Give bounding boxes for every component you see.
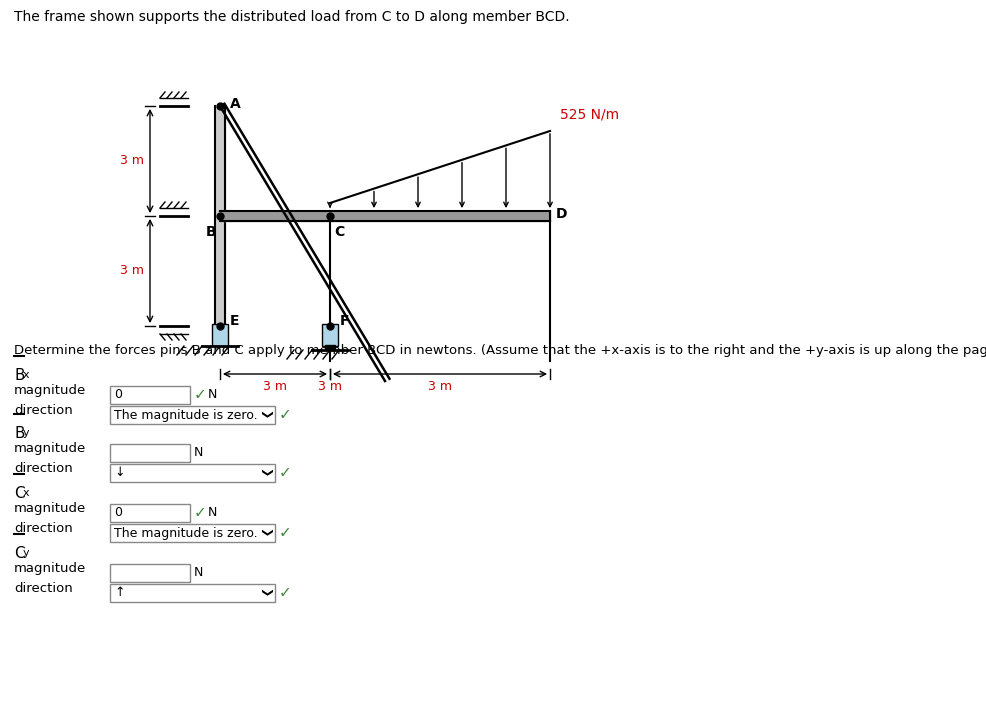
Text: 3 m: 3 m xyxy=(428,380,452,393)
Text: x: x xyxy=(23,488,30,498)
Text: x: x xyxy=(23,370,30,380)
Text: 525 N/m: 525 N/m xyxy=(560,107,619,121)
Text: direction: direction xyxy=(14,582,73,595)
Text: magnitude: magnitude xyxy=(14,442,86,455)
Text: N: N xyxy=(208,506,217,520)
Text: 0: 0 xyxy=(114,388,122,402)
FancyBboxPatch shape xyxy=(110,584,275,602)
Text: ✓: ✓ xyxy=(279,465,292,481)
Text: ❯: ❯ xyxy=(259,410,270,419)
Text: Determine the forces pins B and C apply to member BCD in newtons. (Assume that t: Determine the forces pins B and C apply … xyxy=(14,344,986,357)
Text: 3 m: 3 m xyxy=(318,380,342,393)
Text: B: B xyxy=(205,225,216,239)
Text: C: C xyxy=(334,225,344,239)
Text: ✓: ✓ xyxy=(194,388,207,402)
Text: C: C xyxy=(14,486,25,501)
Text: A: A xyxy=(230,97,241,111)
Text: E: E xyxy=(230,314,240,328)
Text: B: B xyxy=(14,426,25,441)
Bar xyxy=(212,324,228,346)
Text: y: y xyxy=(23,548,30,558)
Text: y: y xyxy=(23,428,30,438)
Text: D: D xyxy=(556,207,568,221)
FancyBboxPatch shape xyxy=(110,504,190,522)
Text: ❯: ❯ xyxy=(259,528,270,538)
Text: ✓: ✓ xyxy=(279,525,292,541)
FancyBboxPatch shape xyxy=(110,464,275,482)
Bar xyxy=(322,324,338,346)
Text: ↑: ↑ xyxy=(114,587,124,599)
FancyBboxPatch shape xyxy=(110,406,275,424)
Text: 3 m: 3 m xyxy=(120,155,144,167)
Text: 0: 0 xyxy=(114,506,122,520)
Text: C: C xyxy=(14,546,25,561)
Text: direction: direction xyxy=(14,462,73,475)
FancyBboxPatch shape xyxy=(110,524,275,542)
Text: 3 m: 3 m xyxy=(120,265,144,277)
Text: The magnitude is zero.: The magnitude is zero. xyxy=(114,527,257,539)
Text: N: N xyxy=(194,446,203,460)
Text: ❯: ❯ xyxy=(259,468,270,478)
Text: direction: direction xyxy=(14,404,73,417)
Text: F: F xyxy=(340,314,349,328)
Text: ❯: ❯ xyxy=(259,588,270,598)
Text: B: B xyxy=(14,368,25,383)
Text: The frame shown supports the distributed load from C to D along member BCD.: The frame shown supports the distributed… xyxy=(14,10,570,24)
Text: The magnitude is zero.: The magnitude is zero. xyxy=(114,409,257,421)
Text: ✓: ✓ xyxy=(279,585,292,601)
Text: ✓: ✓ xyxy=(194,505,207,520)
Bar xyxy=(325,345,335,350)
Text: ✓: ✓ xyxy=(279,407,292,422)
FancyBboxPatch shape xyxy=(110,564,190,582)
Text: magnitude: magnitude xyxy=(14,562,86,575)
FancyBboxPatch shape xyxy=(110,444,190,462)
FancyBboxPatch shape xyxy=(110,386,190,404)
Text: ↓: ↓ xyxy=(114,467,124,479)
Text: magnitude: magnitude xyxy=(14,384,86,397)
Text: N: N xyxy=(208,388,217,402)
Text: N: N xyxy=(194,566,203,580)
Text: magnitude: magnitude xyxy=(14,502,86,515)
Text: direction: direction xyxy=(14,522,73,535)
Text: 3 m: 3 m xyxy=(263,380,287,393)
